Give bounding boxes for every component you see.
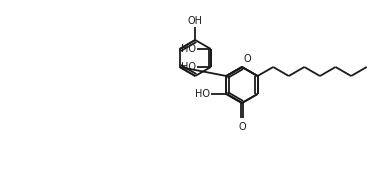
Text: O: O: [243, 54, 251, 64]
Text: HO: HO: [195, 89, 210, 99]
Text: O: O: [238, 122, 246, 132]
Text: HO: HO: [181, 44, 196, 54]
Text: HO: HO: [181, 62, 196, 72]
Text: OH: OH: [188, 16, 203, 25]
